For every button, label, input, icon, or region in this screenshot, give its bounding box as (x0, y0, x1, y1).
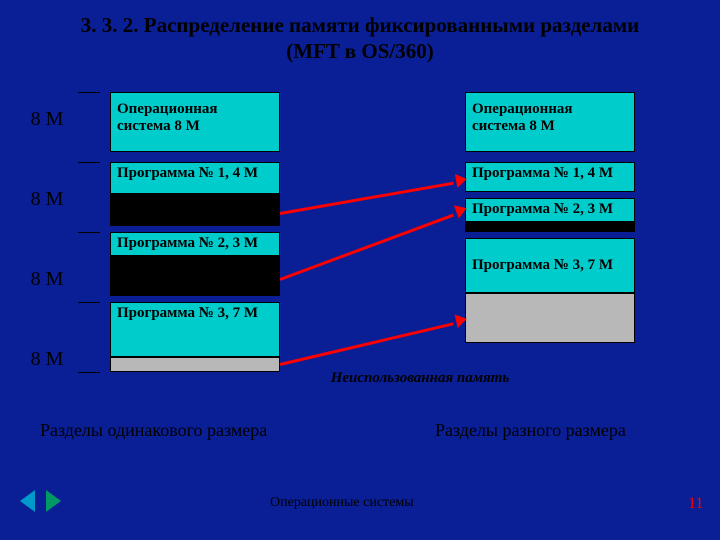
left-p3-box: Программа № 3, 7 М (110, 302, 280, 357)
right-os-box: Операционная система 8 М (465, 92, 635, 152)
left-os-box: Операционная система 8 М (110, 92, 280, 152)
caption-right: Разделы разного размера (435, 420, 626, 441)
page-number: 11 (688, 495, 703, 513)
arrow-0-line (280, 182, 454, 215)
right-p2-box: Программа № 2, 3 М (465, 198, 635, 222)
size-label-0: 8 М (22, 108, 72, 131)
nav-prev-icon[interactable] (20, 490, 35, 512)
right-p3-box: Программа № 3, 7 М (465, 238, 635, 293)
left-p2-box: Программа № 2, 3 М (110, 232, 280, 256)
arrow-2-line (280, 322, 454, 366)
left-gap3 (110, 357, 280, 372)
tick-3 (78, 302, 100, 303)
tick-1 (78, 162, 100, 163)
arrow-1-line (279, 214, 454, 281)
left-p1-box: Программа № 1, 4 М (110, 162, 280, 194)
left-gap1 (110, 194, 280, 226)
caption-left: Разделы одинакового размера (40, 420, 267, 441)
unused-memory-label: Неиспользованная память (325, 370, 515, 387)
tick-0 (78, 92, 100, 93)
slide-title: 3. 3. 2. Распределение памяти фиксирован… (60, 12, 660, 65)
right-gap2 (465, 222, 635, 232)
right-gap3 (465, 293, 635, 343)
size-label-1: 8 М (22, 188, 72, 211)
left-gap2 (110, 256, 280, 296)
right-p1-box: Программа № 1, 4 М (465, 162, 635, 192)
footer-text: Операционные системы (270, 495, 414, 511)
nav-next-icon[interactable] (46, 490, 61, 512)
size-label-3: 8 М (22, 348, 72, 371)
arrow-0-head (455, 172, 468, 188)
size-label-2: 8 М (22, 268, 72, 291)
tick-4 (78, 372, 100, 373)
tick-2 (78, 232, 100, 233)
